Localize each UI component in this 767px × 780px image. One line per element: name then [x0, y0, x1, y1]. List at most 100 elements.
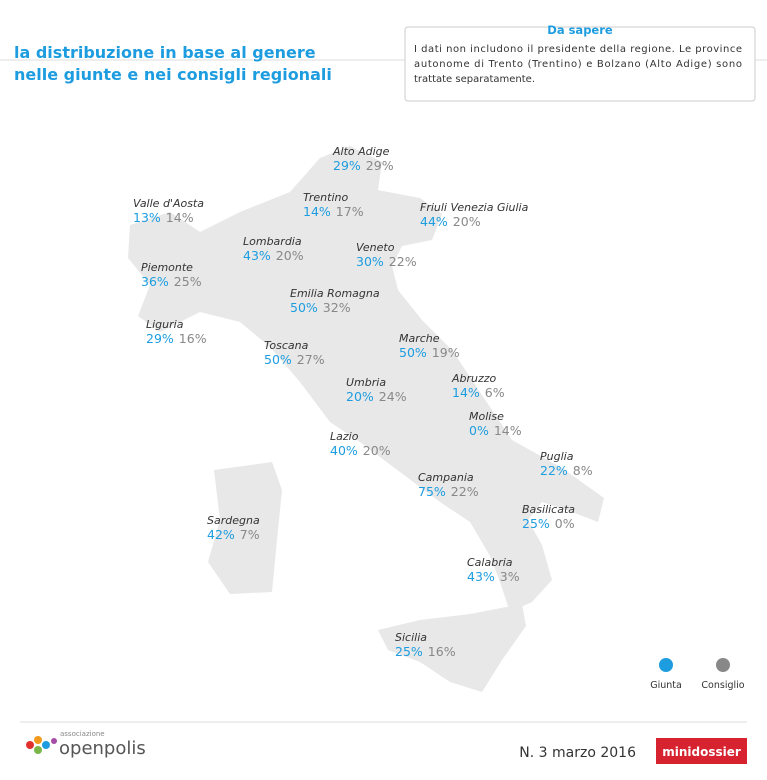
italy-map: [128, 146, 604, 692]
giunta-value: 30%: [356, 254, 384, 269]
consiglio-value: 14%: [166, 210, 194, 225]
badge-text: minidossier: [662, 745, 741, 759]
region-values: 14% 17%: [303, 204, 364, 219]
giunta-value: 50%: [264, 352, 292, 367]
giunta-value: 43%: [467, 569, 495, 584]
sicily: [378, 604, 526, 692]
region-values: 14% 6%: [452, 385, 505, 400]
giunta-value: 44%: [420, 214, 448, 229]
consiglio-value: 22%: [389, 254, 417, 269]
region-name: Friuli Venezia Giulia: [420, 201, 529, 214]
region-name: Emilia Romagna: [290, 287, 380, 300]
region-values: 50% 32%: [290, 300, 351, 315]
region-name: Lazio: [330, 430, 359, 443]
consiglio-value: 20%: [363, 443, 391, 458]
region-values: 40% 20%: [330, 443, 391, 458]
region-values: 25% 16%: [395, 644, 456, 659]
region-name: Umbria: [346, 376, 386, 389]
note-text: trattate separatamente.: [414, 74, 535, 85]
giunta-value: 14%: [452, 385, 480, 400]
region-name: Campania: [418, 471, 474, 484]
region-values: 43% 3%: [467, 569, 520, 584]
giunta-value: 20%: [346, 389, 374, 404]
badge: [656, 738, 747, 764]
region-values: 22% 8%: [540, 463, 593, 478]
consiglio-value: 16%: [428, 644, 456, 659]
region-values: 20% 24%: [346, 389, 407, 404]
giunta-value: 0%: [469, 423, 489, 438]
logo-icon: [26, 736, 57, 754]
giunta-value: 25%: [522, 516, 550, 531]
region-name: Liguria: [146, 318, 184, 331]
region-values: 75% 22%: [418, 484, 479, 499]
giunta-value: 75%: [418, 484, 446, 499]
region-values: 42% 7%: [207, 527, 260, 542]
region-values: 36% 25%: [141, 274, 202, 289]
giunta-value: 40%: [330, 443, 358, 458]
consiglio-value: 20%: [453, 214, 481, 229]
consiglio-value: 27%: [297, 352, 325, 367]
region-name: Sardegna: [207, 514, 260, 527]
region-values: 43% 20%: [243, 248, 304, 263]
title: nelle giunte e nei consigli regionali: [14, 65, 332, 84]
giunta-value: 25%: [395, 644, 423, 659]
title: la distribuzione in base al genere: [14, 43, 316, 62]
consiglio-value: 25%: [174, 274, 202, 289]
region-values: 13% 14%: [133, 210, 194, 225]
giunta-value: 50%: [290, 300, 318, 315]
region-values: 29% 16%: [146, 331, 207, 346]
giunta-value: 13%: [133, 210, 161, 225]
consiglio-value: 24%: [379, 389, 407, 404]
region-name: Piemonte: [141, 261, 193, 274]
note-text: I dati non includono il presidente della…: [414, 44, 742, 55]
note-title: Da sapere: [547, 23, 613, 37]
region-name: Puglia: [540, 450, 574, 463]
consiglio-value: 6%: [485, 385, 505, 400]
legend-label: Giunta: [650, 680, 682, 691]
region-name: Trentino: [303, 191, 348, 204]
consiglio-value: 14%: [494, 423, 522, 438]
logo-small: associazione: [60, 730, 105, 738]
region-values: 50% 27%: [264, 352, 325, 367]
issue: N. 3 marzo 2016: [519, 745, 636, 761]
legend-swatch-consiglio: [716, 658, 730, 672]
region-name: Molise: [469, 410, 504, 423]
region-name: Valle d'Aosta: [133, 197, 204, 210]
giunta-value: 29%: [146, 331, 174, 346]
giunta-value: 22%: [540, 463, 568, 478]
region-values: 30% 22%: [356, 254, 417, 269]
region-name: Marche: [399, 332, 440, 345]
region-name: Abruzzo: [451, 372, 497, 385]
logo: openpolis: [59, 738, 146, 759]
consiglio-value: 0%: [555, 516, 575, 531]
region-name: Calabria: [467, 556, 513, 569]
region-name: Veneto: [356, 241, 395, 254]
note-box: [404, 26, 756, 102]
region-name: Toscana: [264, 339, 309, 352]
region-name: Sicilia: [395, 631, 427, 644]
region-values: 50% 19%: [399, 345, 460, 360]
giunta-value: 14%: [303, 204, 331, 219]
region-values: 29% 29%: [333, 158, 394, 173]
sardinia: [208, 462, 282, 594]
giunta-value: 29%: [333, 158, 361, 173]
consiglio-value: 19%: [432, 345, 460, 360]
mainland: [128, 146, 604, 612]
giunta-value: 43%: [243, 248, 271, 263]
